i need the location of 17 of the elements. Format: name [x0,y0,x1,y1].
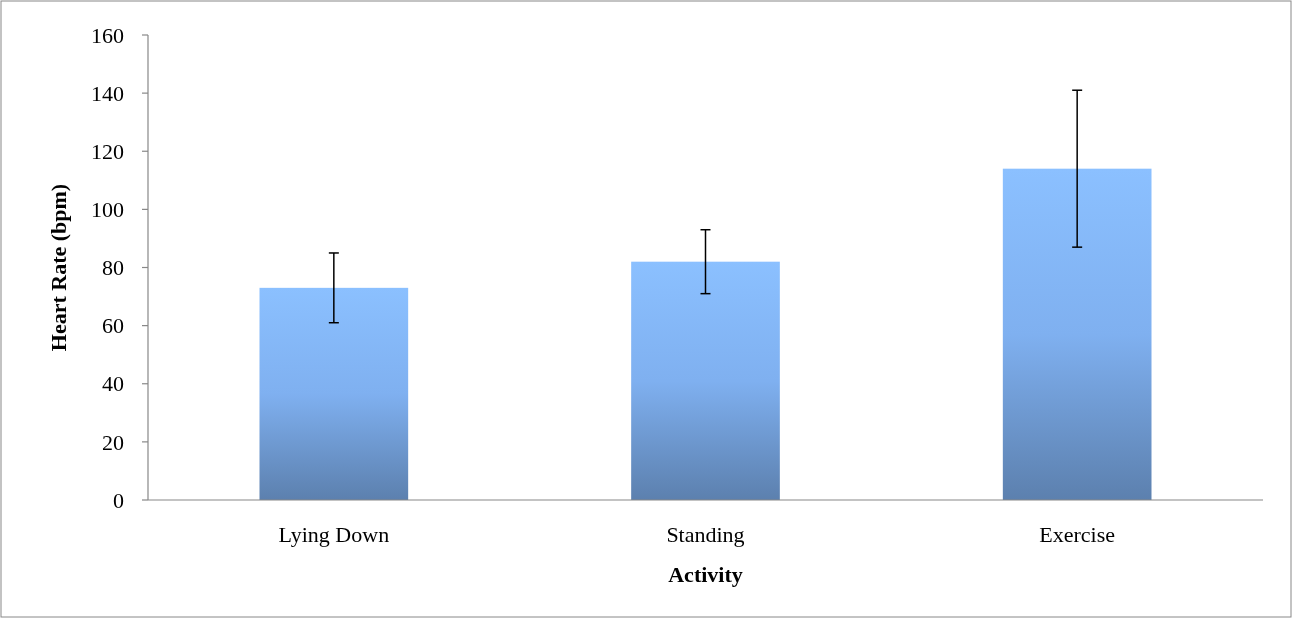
y-tick-label: 60 [102,313,124,339]
bar [631,261,780,500]
y-axis-title: Heart Rate (bpm) [46,183,71,352]
y-tick-label: 20 [102,429,124,455]
x-tick-label: Lying Down [278,522,390,547]
bar [1002,168,1152,500]
x-tick-label: Exercise [1039,522,1116,547]
y-tick-label: 140 [91,80,124,106]
y-tick-label: 40 [102,371,124,397]
y-tick-label: 100 [91,197,124,223]
x-axis-title: Activity [668,562,743,587]
y-tick-label: 80 [102,255,124,281]
x-tick-label: Standing [666,522,745,547]
y-tick-label: 160 [91,22,124,48]
y-tick-label: 0 [113,487,124,513]
bar [259,287,409,500]
y-tick-label: 120 [91,138,124,164]
